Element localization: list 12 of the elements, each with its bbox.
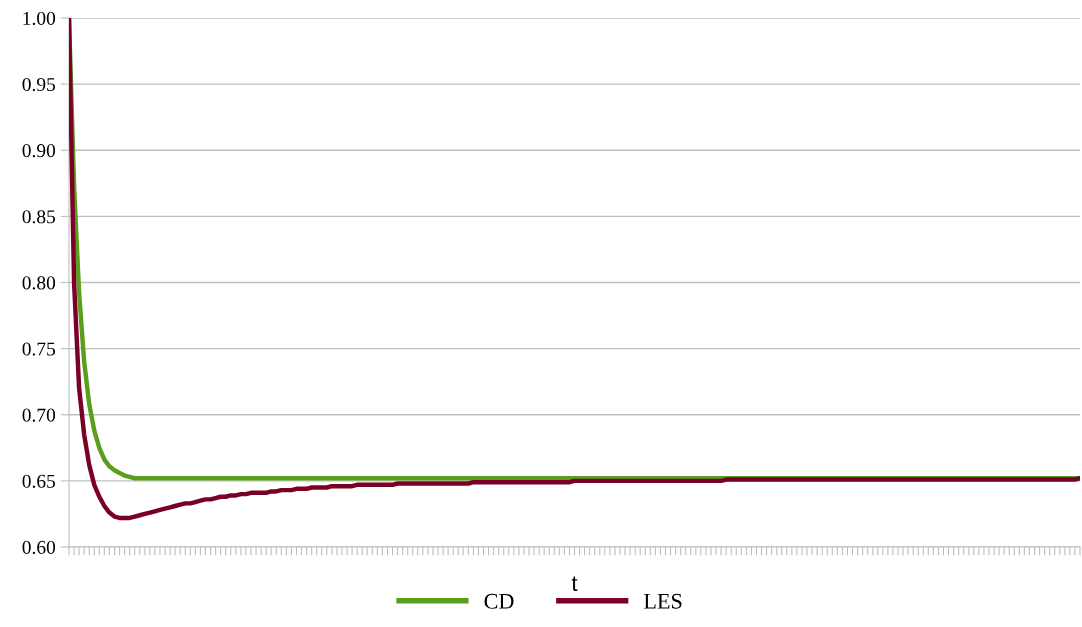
legend-label: CD [484,593,514,609]
y-tick-label: 0.85 [22,210,56,224]
y-tick-label: 1.00 [23,11,56,26]
x-axis-title: t [571,576,578,592]
y-tick-label: 0.60 [22,540,56,555]
y-tick-label: 0.70 [22,408,56,422]
y-tick-label: 0.80 [22,276,56,290]
y-tick-label: 0.75 [22,342,56,356]
legend-label: LES [643,593,682,609]
y-tick-label: 0.65 [22,474,56,488]
y-tick-label: 0.95 [22,77,56,92]
y-tick-label: 0.90 [22,144,56,158]
